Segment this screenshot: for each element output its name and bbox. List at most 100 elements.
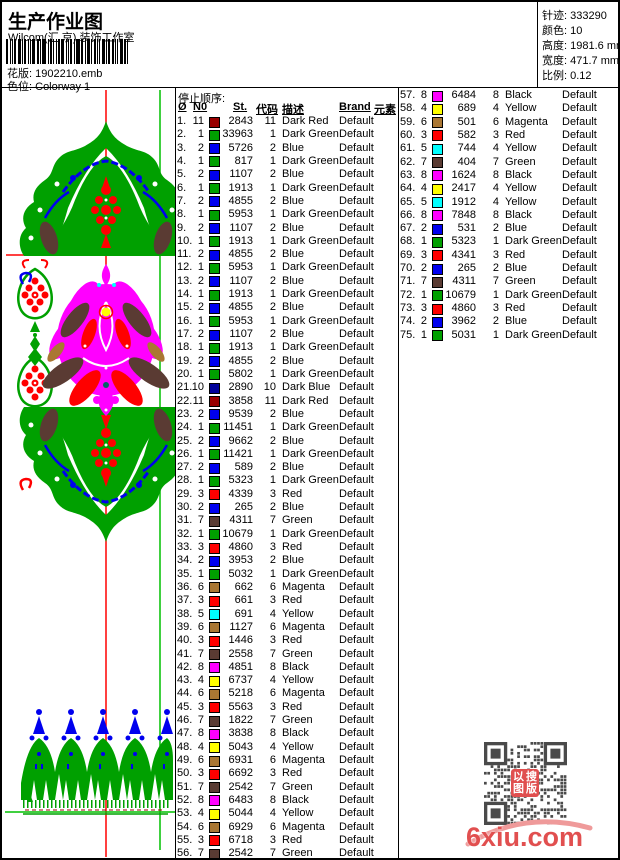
color-sequence-row: 27. 2 589 2 Blue Default [177,461,374,474]
color-sequence-row: 35. 1 5032 1 Dark Green Default [177,567,374,581]
color-sequence-row: 57. 8 6484 8 Black Default [400,89,597,102]
color-sequence-row: 6. 1 1913 1 Dark Green Default [177,181,374,195]
color-swatch [209,649,220,660]
color-swatch [432,103,443,115]
color-sequence-row: 49. 6 6931 6 Magenta Default [177,754,374,767]
color-swatch [432,223,443,235]
color-sequence-row: 19. 2 4855 2 Blue Default [177,354,374,368]
color-sequence-row: 73. 3 4860 3 Red Default [400,302,597,315]
color-sequence-row: 65. 5 1912 4 Yellow Default [400,195,597,208]
color-swatch [432,250,443,262]
color-swatch [209,635,220,647]
color-sequence-row: 61. 5 744 4 Yellow Default [400,142,597,155]
color-swatch [209,249,220,261]
color-sequence-row: 9. 2 1107 2 Blue Default [177,221,374,234]
color-sequence-row: 15. 2 4855 2 Blue Default [177,301,374,314]
pattern-file-line: 花版: 1902210.emb [7,65,102,81]
color-count: 颜色: 10 [542,25,583,37]
color-swatch [209,316,220,328]
color-sequence-row: 46. 7 1822 7 Green Default [177,714,374,727]
stitch-count: 针迹: 333290 [542,10,607,22]
color-swatch [432,236,443,248]
bottom-crown-motif [18,404,175,544]
scallop-border-motif [5,709,175,815]
table-columns-divider [398,87,399,858]
color-sequence-row: 30. 2 265 2 Blue Default [177,501,374,514]
color-sequence-row: 39. 6 1127 6 Magenta Default [177,620,374,634]
col-header-desc: 描述 [282,104,304,116]
color-sequence-row: 52. 8 6483 8 Black Default [177,793,374,807]
color-swatch [209,662,220,674]
color-swatch [209,529,220,541]
print-scale: 比例: 0.12 [542,70,592,82]
colorway-value: Colorway 1 [35,81,91,93]
color-swatch [432,330,443,342]
watermark-swoosh [465,819,593,847]
color-sequence-row: 47. 8 3838 8 Black Default [177,727,374,740]
color-sequence-row: 51. 7 2542 7 Green Default [177,780,374,794]
color-swatch [209,382,220,394]
color-swatch [209,209,220,221]
color-sequence-row: 14. 1 1913 1 Dark Green Default [177,288,374,301]
color-sequence-column-2: 57. 8 6484 8 Black Default 58. 4 689 4 Yellow Defau… [399,89,618,342]
color-swatch [209,569,220,581]
color-swatch [209,822,220,834]
color-swatch [432,157,443,169]
color-swatch [432,117,443,129]
color-sequence-row: 68. 1 5323 1 Dark Green Default [400,235,597,248]
color-swatch [432,263,443,275]
color-swatch [209,409,220,421]
color-swatch [209,329,220,341]
color-sequence-column-1: 1. 11 2843 11 Dark Red Default 2. 1 33963 1 Dark G… [176,115,398,858]
col-header-brand: Brand [339,101,371,113]
color-sequence-row: 22. 11 3858 11 Dark Red Default [177,394,374,408]
color-swatch [432,197,443,208]
color-swatch [209,342,220,354]
col-header-n0: N0 [193,101,208,113]
color-sequence-row: 72. 1 10679 1 Dark Green Default [400,288,597,302]
design-width: 宽度: 471.7 mm [542,55,620,67]
website-watermark: 6xiu.com [466,822,584,852]
color-sequence-row: 3. 2 5726 2 Blue Default [177,141,374,155]
color-swatch [209,116,220,128]
color-swatch [209,675,220,687]
color-swatch [209,489,220,501]
color-swatch [209,755,220,767]
color-sequence-row: 1. 11 2843 11 Dark Red Default [177,115,374,128]
color-swatch [432,210,443,222]
qr-code [484,742,567,825]
color-sequence-row: 59. 6 501 6 Magenta Default [400,115,597,129]
color-sequence-row: 33. 3 4860 3 Red Default [177,541,374,554]
red-curl-mark [19,477,33,491]
color-swatch [432,170,443,182]
color-sequence-row: 31. 7 4311 7 Green Default [177,514,374,527]
color-swatch [209,169,220,181]
color-swatch [209,462,220,474]
color-swatch [432,276,443,288]
color-sequence-row: 42. 8 4851 8 Black Default [177,660,374,674]
color-sequence-row: 64. 4 2417 4 Yellow Default [400,182,597,195]
color-sequence-row: 37. 3 661 3 Red Default [177,594,374,607]
color-sequence-row: 34. 2 3953 2 Blue Default [177,554,374,567]
stop-sequence-label: 停止顺序: [178,93,226,105]
color-sequence-row: 2. 1 33963 1 Dark Green Default [177,128,374,141]
color-sequence-row: 24. 1 11451 1 Dark Green Default [177,421,374,434]
color-swatch [209,436,220,447]
header-divider [2,87,618,88]
design-height: 高度: 1981.6 mm [542,40,620,52]
color-swatch [209,795,220,807]
color-swatch [209,449,220,461]
color-swatch [209,582,220,594]
col-header-st: St. [233,101,248,113]
left-pendant-2 [17,336,53,427]
color-swatch [209,595,220,607]
color-sequence-row: 55. 3 6718 3 Red Default [177,833,374,847]
design-preview [5,90,175,857]
color-sequence-row: 20. 1 5802 1 Dark Green Default [177,367,374,381]
colorway-line: 色位: Colorway 1 [7,78,90,94]
color-swatch [432,316,443,328]
color-swatch [432,143,443,155]
color-swatch [209,356,220,368]
color-sequence-row: 53. 4 5044 4 Yellow Default [177,807,374,820]
color-swatch [209,688,220,700]
